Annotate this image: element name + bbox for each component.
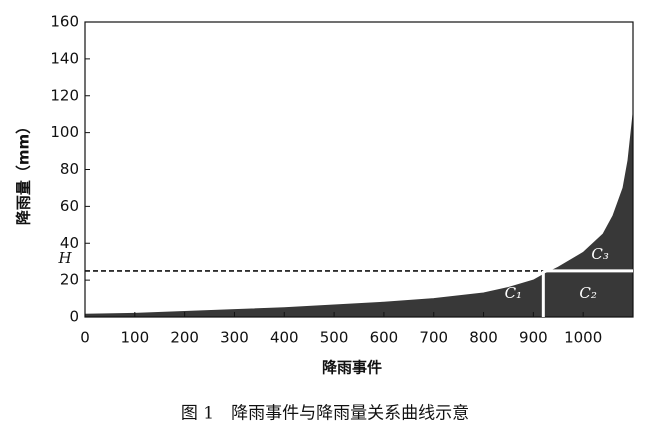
caption: 图 1 降雨事件与降雨量关系曲线示意 (181, 404, 469, 424)
y-tick-label: 40 (60, 234, 79, 252)
x-tick-label: 300 (220, 329, 249, 347)
y-tick-label: 100 (50, 123, 79, 141)
y-tick-label: 0 (69, 308, 79, 326)
x-tick-label: 700 (419, 329, 448, 347)
y-tick-label: 20 (60, 271, 79, 289)
region-label: C₃ (591, 245, 609, 263)
x-axis-title: 降雨事件 (322, 359, 382, 377)
x-tick-label: 500 (320, 329, 349, 347)
y-tick-label: 120 (50, 86, 79, 104)
y-tick-label: 160 (50, 13, 79, 31)
region-label: C₁ (505, 284, 523, 302)
region-label: C₂ (579, 284, 597, 302)
y-tick-label: 80 (60, 160, 79, 178)
x-tick-label: 200 (170, 329, 199, 347)
y-tick-label: 60 (60, 197, 79, 215)
threshold-label: H (57, 249, 72, 267)
y-tick-label: 140 (50, 49, 79, 67)
x-tick-label: 800 (469, 329, 498, 347)
x-tick-label: 900 (519, 329, 548, 347)
area (84, 114, 634, 318)
x-tick-label: 1000 (564, 329, 602, 347)
x-tick-label: 100 (120, 329, 149, 347)
x-tick-label: 600 (370, 329, 399, 347)
x-tick-label: 0 (80, 329, 90, 347)
x-tick-label: 400 (270, 329, 299, 347)
y-axis-title: 降雨量（mm） (15, 119, 33, 225)
